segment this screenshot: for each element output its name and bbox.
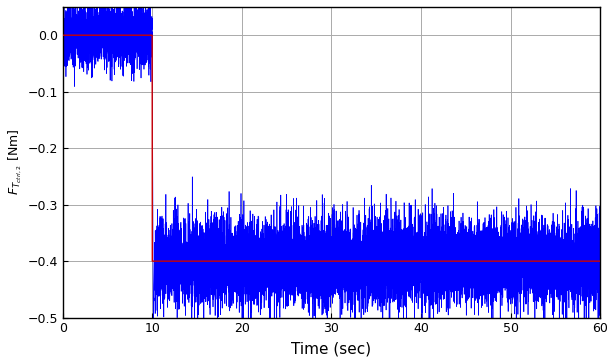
X-axis label: Time (sec): Time (sec) xyxy=(292,341,371,356)
Y-axis label: $F_{T_{ctrl,2}}$ [Nm]: $F_{T_{ctrl,2}}$ [Nm] xyxy=(7,129,25,195)
